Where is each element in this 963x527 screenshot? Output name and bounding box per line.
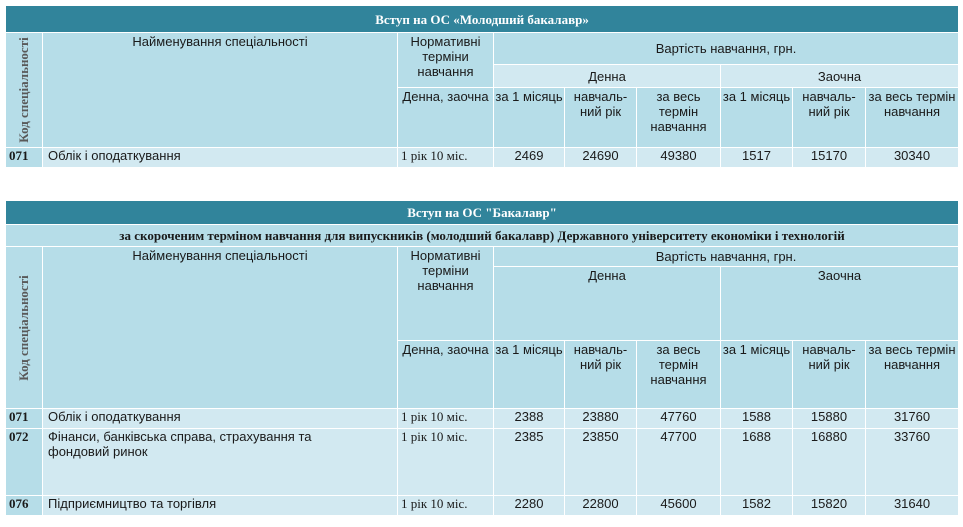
day-per-month: 2388	[493, 408, 565, 429]
part-time-form-header: Заочна	[719, 64, 960, 88]
day-form-header: Денна	[493, 266, 721, 341]
day-whole-term: 49380	[636, 147, 721, 168]
specialty-name: Облік і оподаткування	[42, 408, 398, 429]
part-per-year: 15820	[792, 495, 866, 516]
bachelor-table: Вступ на ОС "Бакалавр" за скороченим тер…	[4, 200, 960, 516]
table-subtitle: за скороченим терміном навчання для випу…	[4, 224, 960, 247]
study-term: 1 рік 10 міс.	[397, 495, 494, 516]
part-per-year: 16880	[792, 428, 866, 496]
cost-header: Вартість навчання, грн.	[492, 246, 960, 267]
specialty-name: Підприємництво та торгівля	[42, 495, 398, 516]
term-subheader: Денна, заочна	[397, 87, 494, 148]
part-per-month: 1582	[720, 495, 793, 516]
day-per-year-header: навчаль-ний рік	[564, 340, 637, 409]
specialty-name: Облік і оподаткування	[42, 147, 398, 168]
code-header-label: Код спеціальності	[16, 274, 31, 381]
code-header: Код спеціальності	[5, 246, 43, 409]
name-header: Найменування спеціальності	[42, 246, 398, 409]
table-row: 072 Фінанси, банківська справа, страхува…	[5, 428, 960, 496]
part-whole-term: 31760	[864, 408, 960, 429]
part-per-month: 1688	[720, 428, 793, 496]
specialty-code: 072	[5, 428, 43, 496]
day-per-year: 22800	[564, 495, 637, 516]
table-title: Вступ на ОС "Бакалавр"	[4, 200, 960, 225]
day-whole-term: 47700	[636, 428, 721, 496]
day-per-month: 2469	[493, 147, 565, 168]
term-header: Нормативні терміни навчання	[397, 32, 494, 88]
part-per-year-header: навчаль-ний рік	[792, 87, 866, 148]
part-per-month-header: за 1 місяць	[720, 340, 793, 409]
day-per-month: 2280	[493, 495, 565, 516]
table-row: 076 Підприємництво та торгівля 1 рік 10 …	[5, 495, 960, 516]
part-whole-term: 31640	[864, 495, 960, 516]
part-whole-term: 30340	[864, 147, 960, 168]
part-per-year: 15880	[792, 408, 866, 429]
part-whole-term-header: за весь термін навчання	[864, 340, 960, 409]
specialty-code: 071	[5, 147, 43, 168]
part-per-year-header: навчаль-ний рік	[792, 340, 866, 409]
table-row: 071 Облік і оподаткування 1 рік 10 міс. …	[5, 147, 960, 168]
table-title: Вступ на ОС «Молодший бакалавр»	[4, 5, 960, 33]
day-per-month: 2385	[493, 428, 565, 496]
table-row: 071 Облік і оподаткування 1 рік 10 міс. …	[5, 408, 960, 429]
specialty-code: 071	[5, 408, 43, 429]
study-term: 1 рік 10 міс.	[397, 147, 494, 168]
day-whole-term-header: за весь термін навчання	[636, 340, 721, 409]
code-header: Код спеціальності	[5, 32, 43, 148]
day-per-year-header: навчаль-ний рік	[564, 87, 637, 148]
part-per-year: 15170	[792, 147, 866, 168]
day-whole-term-header: за весь термін навчання	[636, 87, 721, 148]
day-per-month-header: за 1 місяць	[493, 87, 565, 148]
part-whole-term: 33760	[864, 428, 960, 496]
term-subheader: Денна, заочна	[397, 340, 494, 409]
junior-bachelor-table: Вступ на ОС «Молодший бакалавр» Код спец…	[4, 5, 960, 168]
study-term: 1 рік 10 міс.	[397, 428, 494, 496]
code-header-label: Код спеціальності	[16, 37, 31, 143]
part-time-form-header: Заочна	[719, 266, 960, 341]
name-header: Найменування спеціальності	[42, 32, 398, 148]
day-whole-term: 47760	[636, 408, 721, 429]
specialty-code: 076	[5, 495, 43, 516]
cost-header: Вартість навчання, грн.	[492, 32, 960, 65]
part-per-month: 1588	[720, 408, 793, 429]
part-whole-term-header: за весь термін навчання	[864, 87, 960, 148]
day-per-year: 23880	[564, 408, 637, 429]
part-per-month: 1517	[720, 147, 793, 168]
part-per-month-header: за 1 місяць	[720, 87, 793, 148]
day-per-month-header: за 1 місяць	[493, 340, 565, 409]
study-term: 1 рік 10 міс.	[397, 408, 494, 429]
day-form-header: Денна	[493, 64, 721, 88]
day-per-year: 24690	[564, 147, 637, 168]
day-whole-term: 45600	[636, 495, 721, 516]
specialty-name: Фінанси, банківська справа, страхування …	[42, 428, 398, 496]
day-per-year: 23850	[564, 428, 637, 496]
term-header: Нормативні терміни навчання	[397, 246, 494, 341]
